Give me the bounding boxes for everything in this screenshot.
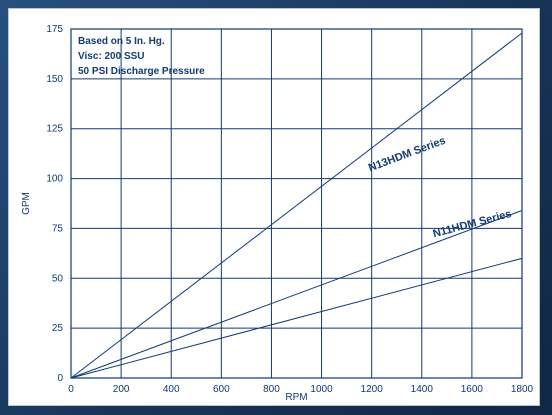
y-tick-label: 25: [52, 323, 64, 334]
series-label-n13hdm-series: N13HDM Series: [367, 135, 447, 175]
chart-panel: 0 200 400 600 800 1000 1200 1400 1600 1800 0 25 50 75…: [8, 8, 540, 406]
x-tick-label: 1000: [310, 384, 333, 395]
axis-layer: [70, 28, 523, 379]
conditions-note-line-2: Visc: 200 SSU: [78, 51, 145, 62]
x-tick-label: 1800: [511, 384, 534, 395]
x-tick-label: 400: [163, 384, 180, 395]
y-tick-label: 175: [46, 24, 63, 35]
x-axis-title: RPM: [285, 392, 307, 403]
x-tick-label: 200: [113, 384, 130, 395]
conditions-note-line-1: Based on 5 In. Hg.: [78, 36, 165, 47]
conditions-note-line-3: 50 PSI Discharge Pressure: [78, 66, 205, 77]
y-tick-label: 75: [52, 223, 64, 234]
conditions-note: Based on 5 In. Hg. Visc: 200 SSU 50 PSI …: [78, 36, 205, 77]
x-tick-label: 0: [68, 384, 74, 395]
plot-border: [70, 28, 523, 379]
series-line-n13hdm-series: [70, 210, 523, 379]
x-tick-label: 1200: [361, 384, 384, 395]
x-tick-label: 1600: [461, 384, 484, 395]
y-tick-label: 100: [46, 174, 63, 185]
y-tick-label: 125: [46, 124, 63, 135]
series-layer: [70, 32, 523, 379]
x-tick-label: 800: [263, 384, 280, 395]
y-tick-label: 150: [46, 74, 63, 85]
series-line-n11hdm-series: [70, 257, 523, 379]
y-axis-title: GPM: [21, 192, 32, 215]
y-tick-label: 0: [57, 373, 63, 384]
x-tick-label: 600: [213, 384, 230, 395]
x-tick-label: 1400: [411, 384, 434, 395]
y-tick-label: 50: [52, 273, 64, 284]
series-line-n26hdm-series: [70, 32, 523, 379]
flow-rate-chart: 0 200 400 600 800 1000 1200 1400 1600 1800 0 25 50 75…: [21, 24, 534, 403]
